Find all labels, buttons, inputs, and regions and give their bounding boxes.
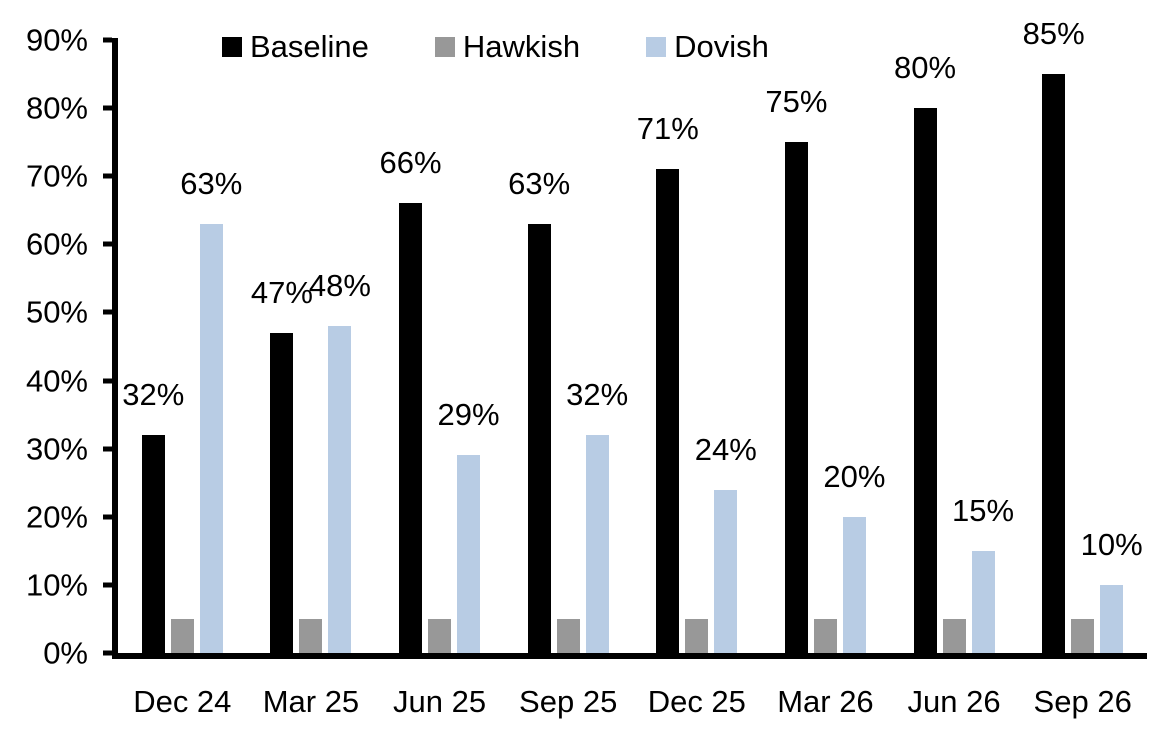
bar-group-sep-25: 63% 32% bbox=[504, 40, 633, 653]
bar-dovish-jun-25: 29% bbox=[438, 399, 500, 653]
legend-label: Baseline bbox=[250, 29, 369, 64]
legend-item-baseline: Baseline bbox=[222, 29, 369, 64]
bar-value-label: 10% bbox=[1080, 527, 1143, 562]
bar-dovish-dec-25: 24% bbox=[695, 434, 757, 653]
y-axis-tick bbox=[103, 105, 112, 111]
x-axis-label-jun-26: Jun 26 bbox=[907, 684, 1001, 719]
y-axis-tick bbox=[103, 514, 112, 520]
legend-label: Dovish bbox=[674, 29, 769, 64]
bar-baseline-dec-25: 71% bbox=[637, 113, 699, 653]
bar-group-mar-26: 75% 20% bbox=[761, 40, 890, 653]
y-axis-tick bbox=[103, 446, 112, 452]
bar-value-label: 47% bbox=[250, 275, 313, 310]
x-axis-label-sep-26: Sep 26 bbox=[1033, 684, 1132, 719]
plot-area: 32% 63% 47% 48% 66% 29% 63% 32% 71% 24% 75% 20% 80% 1… bbox=[118, 18, 1147, 653]
bar-value-label: 48% bbox=[308, 268, 371, 303]
x-axis-label-jun-25: Jun 25 bbox=[393, 684, 487, 719]
y-axis-label: 50% bbox=[25, 294, 88, 330]
bar-hawkish-dec-25 bbox=[685, 619, 709, 653]
x-axis-label-dec-25: Dec 25 bbox=[647, 684, 746, 719]
bar-baseline-jun-26: 80% bbox=[894, 52, 956, 653]
legend-swatch-baseline bbox=[222, 37, 242, 58]
bar-baseline-sep-26: 85% bbox=[1023, 18, 1085, 653]
y-axis-tick bbox=[103, 650, 112, 656]
legend-swatch-hawkish bbox=[434, 37, 455, 58]
bar-dovish-jun-26: 15% bbox=[952, 495, 1014, 653]
legend-item-hawkish: Hawkish bbox=[434, 29, 581, 64]
y-axis-label: 70% bbox=[25, 158, 88, 194]
y-axis-label: 0% bbox=[43, 635, 88, 671]
bar-value-label: 32% bbox=[566, 377, 629, 412]
legend-item-dovish: Dovish bbox=[646, 29, 769, 64]
bar-dovish-mar-25: 48% bbox=[309, 270, 371, 653]
bar-value-label: 71% bbox=[636, 111, 699, 146]
y-axis-label: 20% bbox=[25, 499, 88, 535]
y-axis-tick bbox=[103, 378, 112, 384]
x-axis-label-dec-24: Dec 24 bbox=[133, 684, 232, 719]
bar-group-jun-25: 66% 29% bbox=[375, 40, 504, 653]
bar-baseline-mar-25: 47% bbox=[251, 277, 313, 653]
x-axis-label-mar-26: Mar 26 bbox=[777, 684, 874, 719]
y-axis-tick bbox=[103, 37, 112, 43]
bar-value-label: 20% bbox=[823, 459, 886, 494]
bar-hawkish-mar-25 bbox=[299, 619, 323, 653]
bar-value-label: 75% bbox=[765, 84, 828, 119]
y-axis-tick bbox=[103, 582, 112, 588]
y-axis-label: 90% bbox=[25, 22, 88, 58]
bar-hawkish-mar-26 bbox=[813, 619, 837, 653]
bar-baseline-sep-25: 63% bbox=[508, 168, 570, 653]
x-axis-label-mar-25: Mar 25 bbox=[262, 684, 360, 719]
bar-value-label: 15% bbox=[952, 493, 1015, 528]
bar-dovish-dec-24: 63% bbox=[180, 168, 242, 653]
y-axis-line bbox=[112, 38, 118, 658]
bar-value-label: 29% bbox=[437, 397, 500, 432]
bar-hawkish-jun-26 bbox=[942, 619, 966, 653]
bar-value-label: 32% bbox=[122, 377, 185, 412]
legend-label: Hawkish bbox=[462, 29, 581, 64]
bar-value-label: 63% bbox=[180, 166, 243, 201]
bar-dovish-sep-26: 10% bbox=[1081, 529, 1143, 653]
bar-group-dec-25: 71% 24% bbox=[633, 40, 762, 653]
y-axis-tick bbox=[103, 173, 112, 179]
y-axis-tick bbox=[103, 309, 112, 315]
legend-swatch-dovish bbox=[646, 37, 667, 58]
bar-hawkish-sep-25 bbox=[556, 619, 580, 653]
bar-group-sep-26: 85% 10% bbox=[1018, 18, 1147, 653]
y-axis-label: 10% bbox=[25, 567, 88, 603]
y-axis-label: 60% bbox=[25, 226, 88, 262]
bar-value-label: 85% bbox=[1022, 16, 1085, 51]
bar-hawkish-sep-26 bbox=[1071, 619, 1095, 653]
bar-hawkish-jun-25 bbox=[428, 619, 452, 653]
x-axis-label-sep-25: Sep 25 bbox=[519, 684, 618, 719]
chart-legend: Baseline Hawkish Dovish bbox=[222, 29, 769, 64]
bar-hawkish-dec-24 bbox=[170, 619, 194, 653]
y-axis-tick bbox=[103, 241, 112, 247]
bar-value-label: 24% bbox=[694, 432, 757, 467]
bar-group-mar-25: 47% 48% bbox=[247, 40, 376, 653]
y-axis-label: 80% bbox=[25, 90, 88, 126]
y-axis-label: 30% bbox=[25, 431, 88, 467]
x-axis-line bbox=[112, 653, 1147, 659]
y-axis-label: 40% bbox=[25, 363, 88, 399]
bar-value-label: 63% bbox=[508, 166, 571, 201]
bar-baseline-dec-24: 32% bbox=[122, 379, 184, 653]
bar-baseline-mar-26: 75% bbox=[765, 86, 827, 653]
bar-group-jun-26: 80% 15% bbox=[890, 40, 1019, 653]
bar-baseline-jun-25: 66% bbox=[380, 147, 442, 653]
bar-value-label: 80% bbox=[894, 50, 957, 85]
bar-group-dec-24: 32% 63% bbox=[118, 40, 247, 653]
bar-value-label: 66% bbox=[379, 145, 442, 180]
bar-dovish-mar-26: 20% bbox=[823, 461, 885, 653]
bar-dovish-sep-25: 32% bbox=[566, 379, 628, 653]
